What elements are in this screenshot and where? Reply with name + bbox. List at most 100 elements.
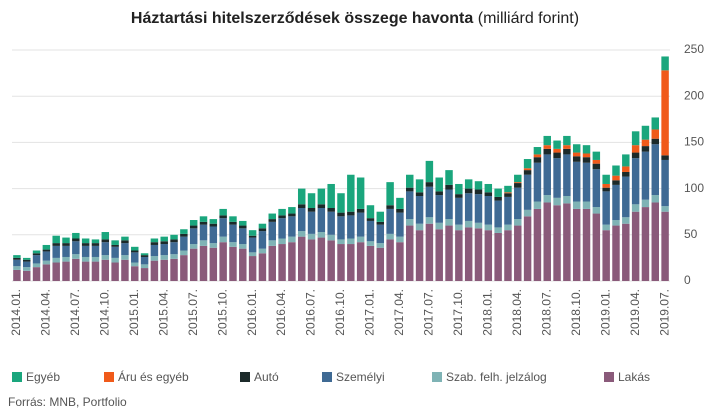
bar-segment [248, 230, 257, 236]
bar-segment [376, 247, 385, 281]
x-tick-label: 2017.04. [392, 289, 406, 336]
bar-segment [356, 242, 365, 281]
bar-segment [229, 242, 237, 247]
legend-label: Autó [254, 370, 279, 384]
bar-segment [514, 183, 522, 188]
bar-segment [592, 163, 601, 170]
bar-segment [356, 212, 365, 237]
bar-segment [52, 235, 60, 244]
bar-segment [42, 244, 51, 250]
bar-segment [523, 159, 532, 169]
bar-segment [415, 223, 424, 231]
bar-segment [81, 256, 90, 262]
bar-segment [563, 145, 571, 149]
bar-segment [317, 237, 326, 281]
bar-segment [504, 196, 512, 225]
bar-segment [386, 205, 394, 209]
bar-segment [307, 239, 316, 281]
bar-segment [612, 165, 620, 176]
legend-swatch [240, 372, 250, 382]
bar-segment [484, 230, 493, 281]
x-tick-label: 2018.01. [480, 289, 494, 336]
bar-segment [170, 242, 178, 255]
bar-segment [297, 236, 306, 281]
bar-segment [612, 175, 620, 181]
x-tick-label: 2019.07. [657, 289, 671, 336]
bar-segment [366, 245, 375, 281]
bar-segment [396, 208, 404, 213]
bar-segment [101, 242, 110, 256]
bar-segment [297, 188, 306, 205]
bar-segment [52, 243, 60, 246]
bar-segment [582, 201, 591, 209]
bar-segment [327, 240, 335, 281]
bar-segment [366, 241, 375, 246]
bar-segment [347, 244, 355, 281]
bar-segment [435, 195, 443, 223]
bar-segment [445, 189, 453, 220]
bar-segment [622, 154, 630, 167]
bar-segment [425, 160, 434, 183]
bar-segment [474, 189, 483, 195]
bar-segment [189, 220, 198, 226]
bar-segment [514, 174, 522, 183]
legend-swatch [104, 372, 114, 382]
bar-segment [317, 232, 326, 238]
bar-segment [651, 138, 660, 145]
bar-segment [180, 233, 188, 237]
bar-segment [572, 156, 581, 162]
bar-segment [563, 135, 571, 146]
bar-segment [612, 184, 620, 221]
bar-segment [13, 266, 21, 270]
bar-segment [337, 193, 345, 213]
bar-segment [376, 243, 385, 248]
bar-segment [268, 213, 276, 220]
bar-segment [150, 242, 159, 245]
bar-segment [337, 212, 345, 217]
bar-segment [376, 224, 385, 244]
bar-segment [337, 216, 345, 240]
bar-segment [189, 248, 198, 281]
bar-segment [22, 261, 31, 268]
bar-segment [229, 246, 237, 281]
bar-segment [592, 151, 601, 160]
bar-segment [523, 216, 532, 281]
bar-segment [347, 238, 355, 245]
bar-segment [523, 168, 532, 171]
bar-segment [435, 229, 443, 281]
bar-segment [121, 236, 129, 241]
bar-segment [189, 225, 198, 229]
bar-segment [239, 228, 247, 245]
bar-segment [248, 237, 257, 253]
x-tick-label: 2018.07. [539, 289, 553, 336]
bar-segment [602, 230, 610, 281]
legend-label: Áru és egyéb [118, 369, 189, 384]
x-tick-label: 2018.10. [569, 289, 583, 336]
x-tick-label: 2017.01. [363, 289, 377, 336]
bar-segment [347, 211, 355, 216]
bar-segment [356, 236, 365, 243]
bar-segment [62, 245, 70, 257]
bar-segment [533, 147, 542, 155]
bar-segment [288, 207, 296, 214]
bar-segment [278, 215, 286, 219]
bar-segment [396, 212, 404, 237]
bar-segment [376, 211, 385, 222]
bar-segment [661, 159, 669, 207]
bar-segment [602, 174, 610, 184]
bar-segment [406, 187, 414, 192]
x-tick-label: 2014.01. [9, 289, 23, 336]
bar-segment [111, 244, 119, 247]
bar-segment [101, 239, 110, 243]
bar-segment [72, 241, 80, 255]
bar-segment [91, 245, 100, 257]
bar-segment [533, 208, 542, 281]
bar-segment [347, 215, 355, 239]
bar-segment [563, 148, 571, 155]
bar-segment [199, 240, 208, 246]
legend-label: Lakás [618, 370, 650, 384]
bar-segment [425, 182, 434, 187]
y-tick-label: 0 [684, 273, 691, 287]
bar-segment [661, 206, 669, 212]
bar-segment [622, 217, 630, 224]
